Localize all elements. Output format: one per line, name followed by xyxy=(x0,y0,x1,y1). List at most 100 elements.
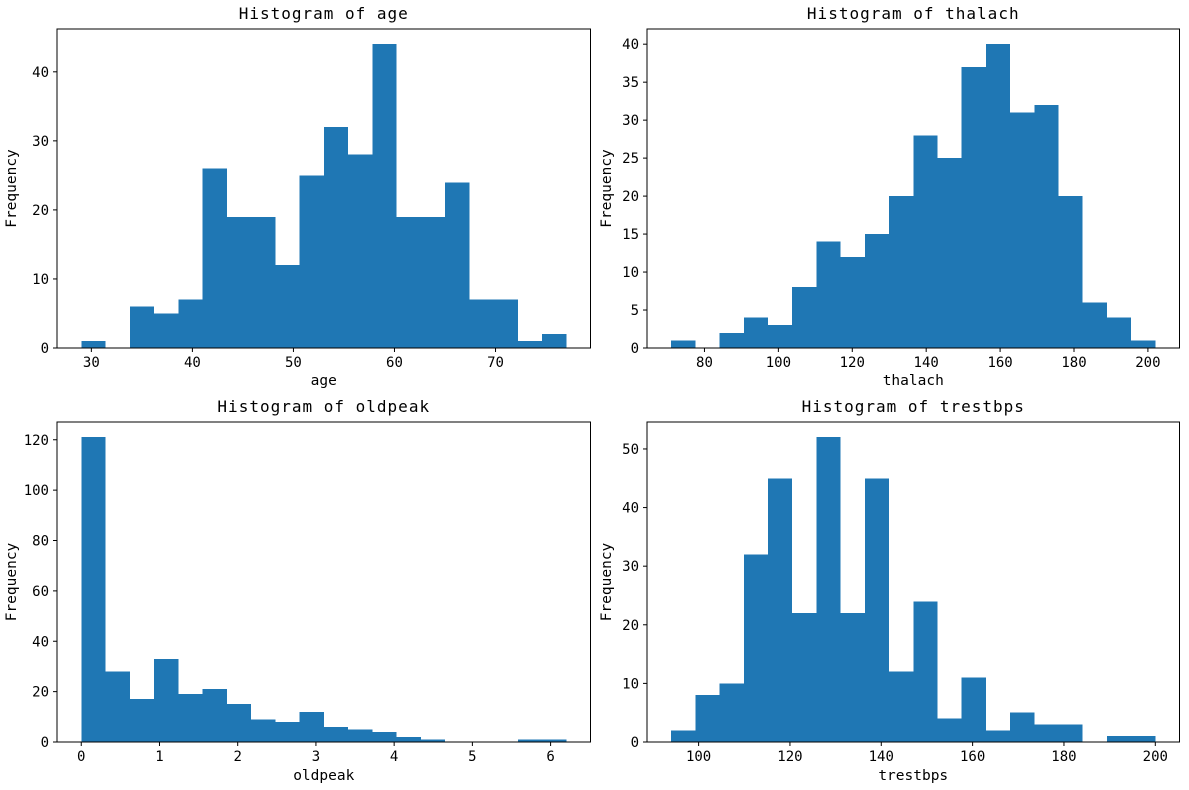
x-tick-label: 40 xyxy=(184,355,201,371)
y-tick-label: 0 xyxy=(630,341,638,357)
y-tick-label: 40 xyxy=(622,501,639,517)
histogram-bar xyxy=(348,729,373,742)
y-tick-label: 40 xyxy=(622,37,639,53)
plot-border xyxy=(56,421,591,743)
histogram-bar xyxy=(299,711,324,742)
x-tick-label: 180 xyxy=(1051,749,1076,765)
histogram-bar xyxy=(1033,724,1058,742)
histogram-bar xyxy=(840,613,865,742)
x-tick-label: 4 xyxy=(390,749,398,765)
histogram-bar xyxy=(670,340,695,348)
histogram-bar xyxy=(372,731,397,742)
histogram-bar xyxy=(985,44,1010,348)
histogram-bar xyxy=(517,341,542,348)
y-axis-label: Frequency xyxy=(599,149,615,228)
histogram-bar xyxy=(1057,196,1083,348)
histogram-bar xyxy=(542,739,567,742)
histogram-bar xyxy=(767,325,792,348)
y-tick-label: 60 xyxy=(32,584,49,600)
chart-title: Histogram of thalach xyxy=(806,4,1019,23)
histogram-bar xyxy=(1130,340,1155,348)
histogram-bar xyxy=(299,175,324,348)
histogram-bar xyxy=(719,683,744,742)
histogram-bar xyxy=(105,671,130,742)
histogram-bar xyxy=(251,216,276,348)
histogram-bar xyxy=(743,554,768,742)
histogram-bar xyxy=(864,234,889,348)
histogram-bar xyxy=(888,196,913,348)
histogram-bar xyxy=(154,313,179,348)
y-tick-label: 0 xyxy=(41,341,49,357)
y-axis-label: Frequency xyxy=(4,542,20,621)
x-tick-label: 140 xyxy=(913,355,938,371)
histogram-bar xyxy=(815,437,841,742)
histogram-bar xyxy=(396,216,421,348)
x-tick-label: 70 xyxy=(487,355,504,371)
y-tick-label: 0 xyxy=(41,735,49,751)
histogram-bar xyxy=(226,704,251,742)
histogram-bar xyxy=(348,154,373,348)
histogram-bar xyxy=(517,739,542,742)
histogram-bar xyxy=(469,299,494,348)
histogram-bar xyxy=(985,730,1010,742)
histogram-bar xyxy=(912,601,937,742)
y-tick-label: 10 xyxy=(622,676,639,692)
x-tick-label: 160 xyxy=(959,749,984,765)
x-tick-label: 30 xyxy=(83,355,100,371)
histogram-bar xyxy=(961,66,986,348)
plot-border xyxy=(646,28,1180,349)
y-tick-label: 40 xyxy=(32,65,49,81)
x-axis-label: oldpeak xyxy=(293,768,354,784)
y-tick-label: 80 xyxy=(32,534,49,550)
x-axis-label: trestbps xyxy=(878,768,948,784)
plot-border xyxy=(56,28,591,349)
chart-title: Histogram of trestbps xyxy=(801,397,1024,416)
histogram-bar xyxy=(226,216,251,348)
y-axis-label: Frequency xyxy=(599,542,615,621)
x-tick-label: 120 xyxy=(839,355,864,371)
x-tick-label: 1 xyxy=(155,749,163,765)
x-tick-label: 200 xyxy=(1135,355,1160,371)
histogram-bar xyxy=(202,168,227,348)
y-tick-label: 50 xyxy=(622,442,639,458)
histogram-bar xyxy=(888,671,913,742)
histogram-bar xyxy=(912,135,937,348)
histogram-bar xyxy=(1009,712,1034,742)
y-tick-label: 30 xyxy=(32,134,49,150)
histogram-bar xyxy=(1130,736,1155,742)
histogram-bar xyxy=(743,317,768,348)
histogram-bar xyxy=(129,306,154,348)
histogram-bar xyxy=(719,332,744,348)
histogram-bar xyxy=(493,299,518,348)
x-tick-label: 5 xyxy=(468,749,476,765)
histogram-bar xyxy=(936,158,962,348)
histogram-bar xyxy=(815,241,841,348)
histogram-bar xyxy=(202,689,227,742)
y-tick-label: 120 xyxy=(24,433,49,449)
x-tick-label: 0 xyxy=(77,749,85,765)
y-tick-label: 30 xyxy=(622,559,639,575)
y-tick-label: 20 xyxy=(32,203,49,219)
x-axis-label: thalach xyxy=(882,373,943,389)
x-tick-label: 140 xyxy=(868,749,893,765)
histogram-bar xyxy=(323,726,348,742)
histogram-bar xyxy=(445,182,470,348)
histogram-bar xyxy=(961,677,986,742)
chart-title: Histogram of oldpeak xyxy=(217,397,430,416)
histogram-bar xyxy=(791,613,816,742)
subplot-histogram-thalach: 80 100 120 140 160 180 200 0 5 10 15 20 25 30 35 40 Hist… xyxy=(599,4,1180,389)
x-tick-label: 6 xyxy=(546,749,554,765)
y-tick-label: 0 xyxy=(630,735,638,751)
histogram-bar xyxy=(767,478,792,742)
histogram-bar xyxy=(81,437,106,742)
chart-title: Histogram of age xyxy=(239,4,409,23)
histogram-bar xyxy=(129,699,154,742)
histogram-bar xyxy=(275,265,300,348)
histogram-bar xyxy=(372,44,397,348)
x-tick-label: 100 xyxy=(765,355,790,371)
histogram-bar xyxy=(1057,724,1083,742)
histogram-bar xyxy=(791,287,816,348)
x-tick-label: 120 xyxy=(777,749,802,765)
